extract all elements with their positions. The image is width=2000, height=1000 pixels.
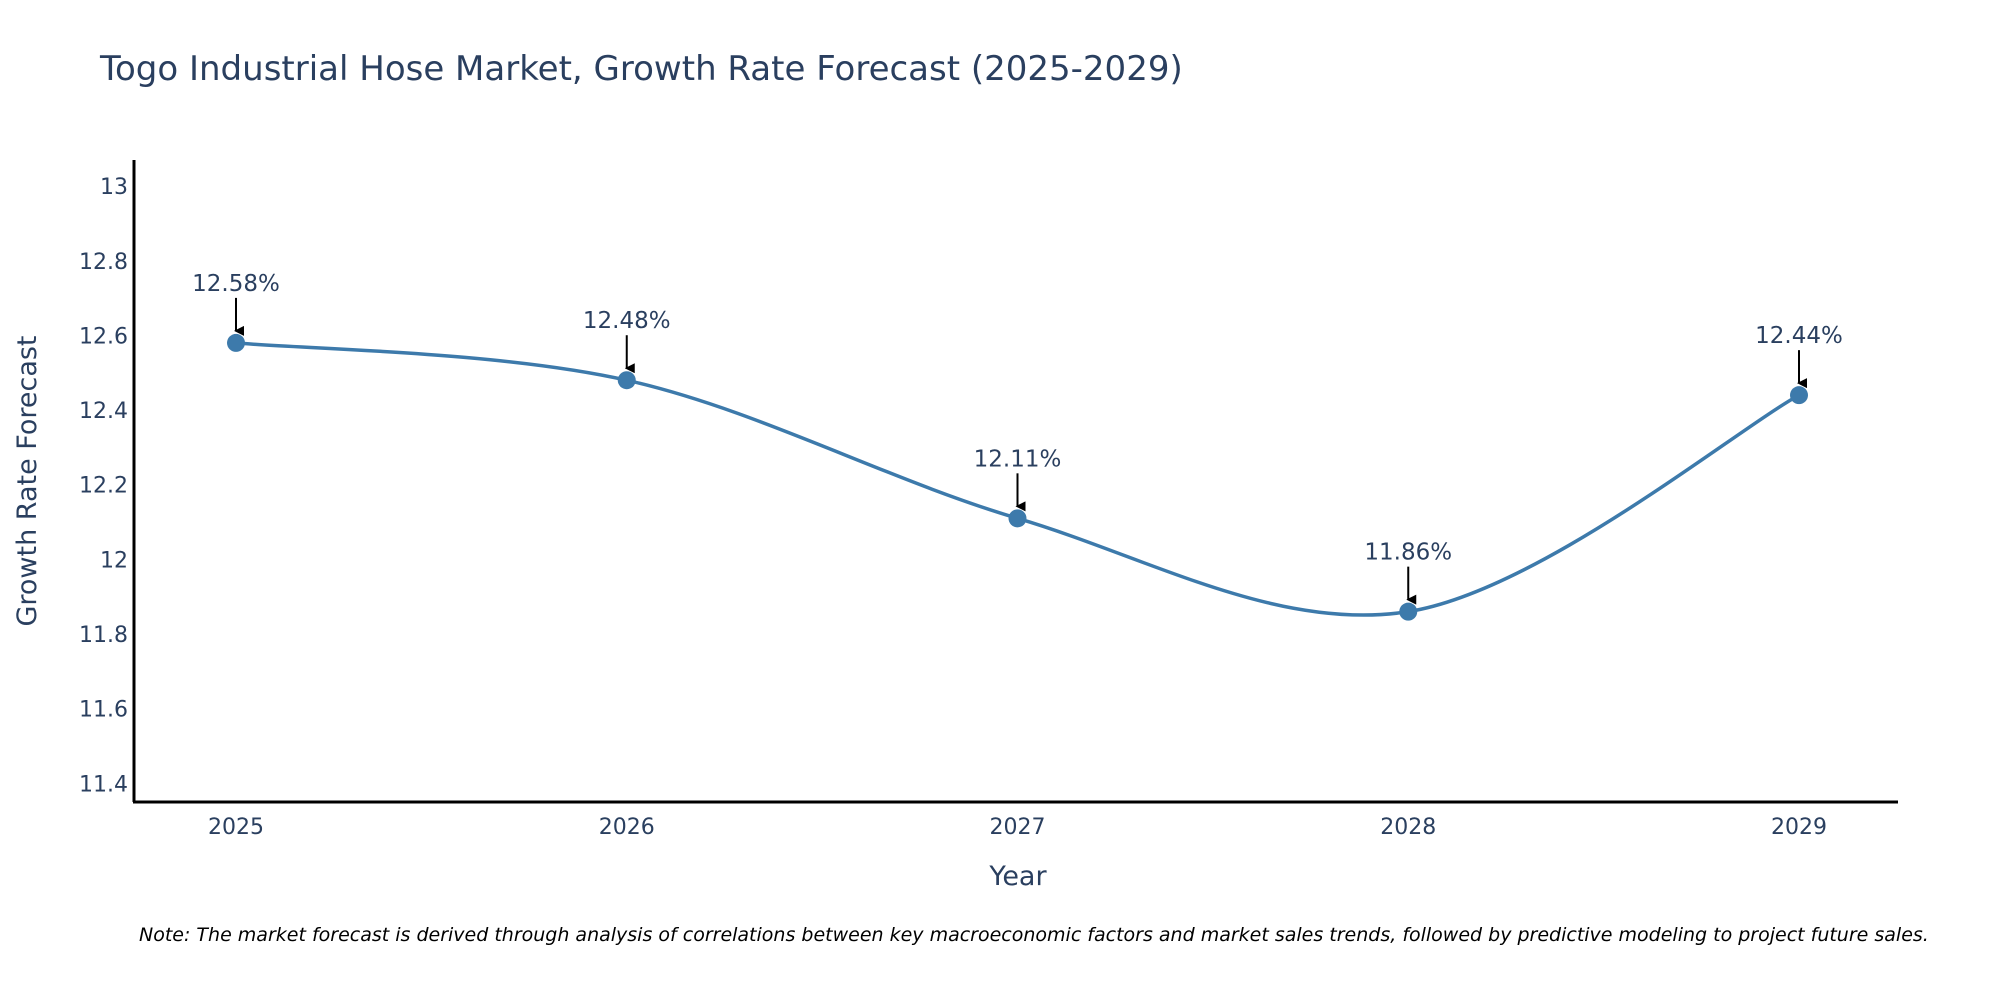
- data-point-marker: [227, 333, 245, 352]
- y-tick-label: 11.4: [79, 772, 128, 797]
- x-tick-label: 2026: [599, 815, 655, 840]
- y-tick-label: 13: [100, 175, 128, 200]
- y-tick-label: 11.6: [79, 698, 128, 723]
- data-point-marker: [617, 371, 636, 390]
- y-tick-label: 12: [100, 548, 128, 573]
- data-label: 12.44%: [1755, 323, 1843, 349]
- y-axis-title: Growth Rate Forecast: [12, 335, 43, 626]
- x-tick-label: 2029: [1771, 815, 1827, 840]
- series-markers: [227, 333, 1808, 621]
- y-tick-label: 12.4: [79, 399, 128, 424]
- data-label: 11.86%: [1364, 540, 1452, 566]
- y-tick-label: 11.8: [79, 623, 128, 648]
- footnote: Note: The market forecast is derived thr…: [139, 924, 1929, 946]
- data-label: 12.48%: [583, 308, 671, 334]
- y-tick-label: 12.6: [79, 324, 128, 349]
- x-tick-label: 2027: [990, 815, 1046, 840]
- y-tick-label: 12.8: [79, 250, 128, 275]
- x-axis-ticks: 2025 2026 2027 2028 2029: [208, 815, 1827, 840]
- y-axis-ticks: 11.4 11.6 11.8 12 12.2 12.4 12.6 12.8 13: [79, 175, 128, 797]
- x-axis-title: Year: [988, 861, 1047, 892]
- y-tick-label: 12.2: [79, 474, 128, 499]
- data-label-annotations: 12.58% 12.48% 12.11% 11.86% 12.44%: [192, 271, 1843, 605]
- data-point-marker: [1399, 602, 1418, 621]
- chart-title: Togo Industrial Hose Market, Growth Rate…: [99, 49, 1183, 89]
- data-label: 12.11%: [974, 446, 1062, 472]
- data-point-marker: [1790, 386, 1808, 405]
- data-point-marker: [1008, 509, 1027, 528]
- x-tick-label: 2028: [1380, 815, 1436, 840]
- x-tick-label: 2025: [208, 815, 264, 840]
- data-label: 12.58%: [192, 271, 280, 297]
